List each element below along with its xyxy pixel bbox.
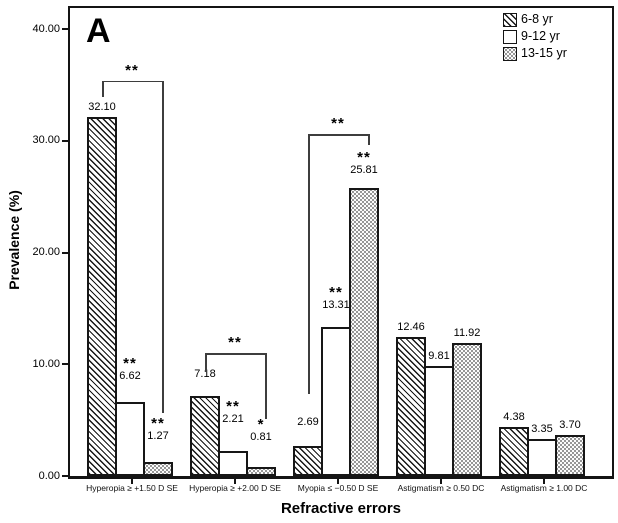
x-tick-mark bbox=[440, 479, 442, 484]
bar-value-label: 4.38 bbox=[503, 411, 525, 424]
bar-value-label: 11.92 bbox=[453, 326, 481, 339]
legend-swatch-plain-white bbox=[503, 29, 517, 44]
bracket-horizontal bbox=[308, 134, 370, 136]
y-tick-label: 20.00 bbox=[32, 246, 60, 259]
bracket-left-leg bbox=[205, 353, 207, 373]
bar-annotation: 4.38 bbox=[483, 411, 545, 423]
legend-swatch-diagonal-hatch bbox=[503, 12, 517, 27]
bar-value-label: 3.35 bbox=[531, 422, 553, 435]
bar-annotation: ** 6.62 bbox=[99, 355, 161, 383]
bar-value-label: 12.46 bbox=[397, 320, 425, 333]
x-tick-mark bbox=[337, 479, 339, 484]
y-tick-mark bbox=[62, 139, 69, 142]
bracket-right-leg bbox=[162, 80, 164, 414]
bar-13-15yr-cat3 bbox=[452, 342, 482, 476]
bar-annotation: ** 13.31 bbox=[305, 284, 367, 312]
legend-label: 13-15 yr bbox=[521, 46, 567, 60]
bar-annotation: ** 25.81 bbox=[333, 148, 395, 176]
panel-label: A bbox=[86, 12, 112, 50]
x-category-label: Myopia ≤ −0.50 D SE bbox=[297, 483, 379, 493]
bar-value-label: 0.81 bbox=[250, 430, 272, 443]
bar-value-label: 13.31 bbox=[322, 299, 350, 312]
bar-annotation: 9.81 bbox=[408, 350, 470, 362]
bar-annotation: 3.70 bbox=[539, 419, 601, 431]
bar-9-12yr-cat4 bbox=[527, 438, 557, 476]
x-category-label: Hyperopia ≥ +2.00 D SE bbox=[189, 483, 281, 493]
y-tick-label: 40.00 bbox=[32, 22, 60, 35]
bar-annotation: 7.18 bbox=[174, 368, 236, 380]
bar-annotation: 3.35 bbox=[511, 423, 573, 435]
significance-stars: ** bbox=[226, 398, 240, 416]
bar-value-label: 1.27 bbox=[147, 429, 169, 442]
bar-annotation: 32.10 bbox=[71, 101, 133, 113]
bar-value-label: 3.70 bbox=[559, 418, 581, 431]
bar-9-12yr-cat2 bbox=[321, 327, 351, 476]
bar-annotation: * 0.81 bbox=[230, 415, 292, 443]
y-tick-mark bbox=[62, 28, 69, 31]
y-tick-mark bbox=[62, 363, 69, 366]
y-tick-label: 0.00 bbox=[38, 469, 60, 482]
legend: 6-8 yr 9-12 yr 13-15 yr bbox=[503, 11, 567, 62]
x-axis-title: Refractive errors bbox=[280, 500, 402, 517]
bracket-left-leg bbox=[102, 80, 104, 98]
bar-13-15yr-cat2 bbox=[349, 187, 379, 476]
bracket-left-leg bbox=[308, 134, 310, 395]
significance-stars: ** bbox=[123, 355, 137, 373]
bar-9-12yr-cat0 bbox=[115, 402, 145, 476]
bracket-right-leg bbox=[265, 353, 267, 420]
bar-6-8yr-cat2 bbox=[293, 445, 323, 476]
x-tick-mark bbox=[131, 479, 133, 484]
legend-item: 13-15 yr bbox=[503, 45, 567, 62]
bracket-stars: ** bbox=[125, 61, 139, 79]
legend-swatch-dot-grid bbox=[503, 46, 517, 61]
bar-annotation: ** 1.27 bbox=[127, 414, 189, 442]
significance-stars: ** bbox=[357, 148, 371, 166]
bar-13-15yr-cat0 bbox=[143, 461, 173, 476]
bracket-stars: ** bbox=[331, 115, 345, 133]
bracket-horizontal bbox=[102, 80, 164, 83]
bar-6-8yr-cat1 bbox=[190, 395, 220, 476]
bar-value-label: 2.21 bbox=[222, 413, 244, 426]
legend-label: 6-8 yr bbox=[521, 12, 553, 26]
bar-value-label: 6.62 bbox=[119, 370, 141, 383]
bar-value-label: 7.18 bbox=[194, 367, 216, 380]
y-tick-mark bbox=[62, 475, 69, 477]
significance-stars: * bbox=[257, 415, 265, 433]
significance-stars: ** bbox=[151, 414, 165, 432]
y-tick-label: 10.00 bbox=[32, 357, 60, 370]
bar-value-label: 25.81 bbox=[350, 163, 378, 176]
y-tick-mark bbox=[62, 251, 69, 254]
bracket-horizontal bbox=[205, 353, 267, 355]
x-category-label: Astigmatism ≥ 0.50 DC bbox=[397, 483, 485, 493]
bar-9-12yr-cat1 bbox=[218, 451, 248, 476]
x-tick-mark bbox=[543, 479, 545, 484]
legend-item: 9-12 yr bbox=[503, 28, 567, 45]
bar-annotation: 11.92 bbox=[436, 327, 498, 339]
bar-13-15yr-cat4 bbox=[555, 434, 585, 476]
legend-label: 9-12 yr bbox=[521, 29, 560, 43]
x-category-label: Hyperopia ≥ +1.50 D SE bbox=[86, 483, 178, 493]
bar-13-15yr-cat1 bbox=[246, 466, 276, 476]
bracket-stars: ** bbox=[228, 334, 242, 352]
x-category-label: Astigmatism ≥ 1.00 DC bbox=[500, 483, 588, 493]
bar-6-8yr-cat0 bbox=[87, 117, 117, 476]
plot-area: A 32.10 ** 6.62 ** 1.27 7.18 ** 2.21 * 0.81 2.69 **… bbox=[68, 6, 614, 479]
bar-value-label: 2.69 bbox=[297, 415, 319, 428]
bar-annotation: 12.46 bbox=[380, 321, 442, 333]
x-tick-mark bbox=[234, 479, 236, 484]
y-tick-label: 30.00 bbox=[32, 134, 60, 147]
bar-annotation: ** 2.21 bbox=[202, 398, 264, 426]
bar-annotation: 2.69 bbox=[277, 416, 339, 428]
bar-value-label: 32.10 bbox=[88, 101, 116, 114]
bar-9-12yr-cat3 bbox=[424, 366, 454, 476]
legend-item: 6-8 yr bbox=[503, 11, 567, 28]
bar-value-label: 9.81 bbox=[428, 350, 450, 363]
bracket-right-leg bbox=[368, 134, 370, 146]
significance-stars: ** bbox=[329, 284, 343, 302]
